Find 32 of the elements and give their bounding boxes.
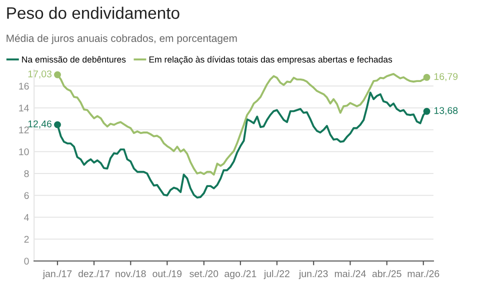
y-tick-label: 8 — [24, 170, 29, 178]
point — [423, 108, 430, 115]
y-tick-label: 6 — [24, 192, 29, 199]
annotation: 13,68 — [434, 107, 458, 116]
annotation: 12,46 — [28, 120, 52, 128]
x-tick-label: jan./17 — [42, 270, 72, 280]
y-tick-label: 4 — [24, 214, 29, 221]
x-tick-label: set./20 — [190, 270, 218, 278]
x-tick-label: jul./22 — [264, 270, 290, 280]
legend-label: Em relação às dívidas totais das empresas abertas e fechadas — [149, 56, 392, 64]
x-tick-label: mai./24 — [334, 270, 366, 278]
x-tick-label: dez./17 — [78, 270, 110, 278]
chart-subtitle: Média de juros anuais cobrados, em porcentagem — [6, 34, 237, 44]
y-tick-label: 10 — [19, 148, 29, 156]
legend-label: Na emissão de debêntures — [22, 56, 126, 63]
x-tick-label: jun./23 — [298, 270, 328, 280]
y-tick-label: 2 — [24, 236, 29, 243]
x-tick-label: abr./25 — [372, 270, 402, 278]
point — [54, 71, 61, 78]
x-tick-label: ago./21 — [224, 270, 256, 280]
point — [54, 121, 61, 128]
x-tick-label: out./19 — [152, 270, 182, 278]
point — [423, 74, 430, 81]
annotation: 16,79 — [434, 73, 458, 82]
x-tick-label: nov./18 — [116, 270, 146, 278]
y-tick-label: 0 — [24, 258, 29, 265]
annotation: 17,03 — [28, 70, 52, 78]
y-tick-label: 16 — [19, 82, 29, 90]
y-tick-label: 12 — [19, 126, 29, 134]
chart-title: Peso do endividamento — [7, 6, 180, 19]
y-tick-label: 14 — [19, 104, 29, 112]
x-tick-label: mar./26 — [408, 270, 440, 278]
